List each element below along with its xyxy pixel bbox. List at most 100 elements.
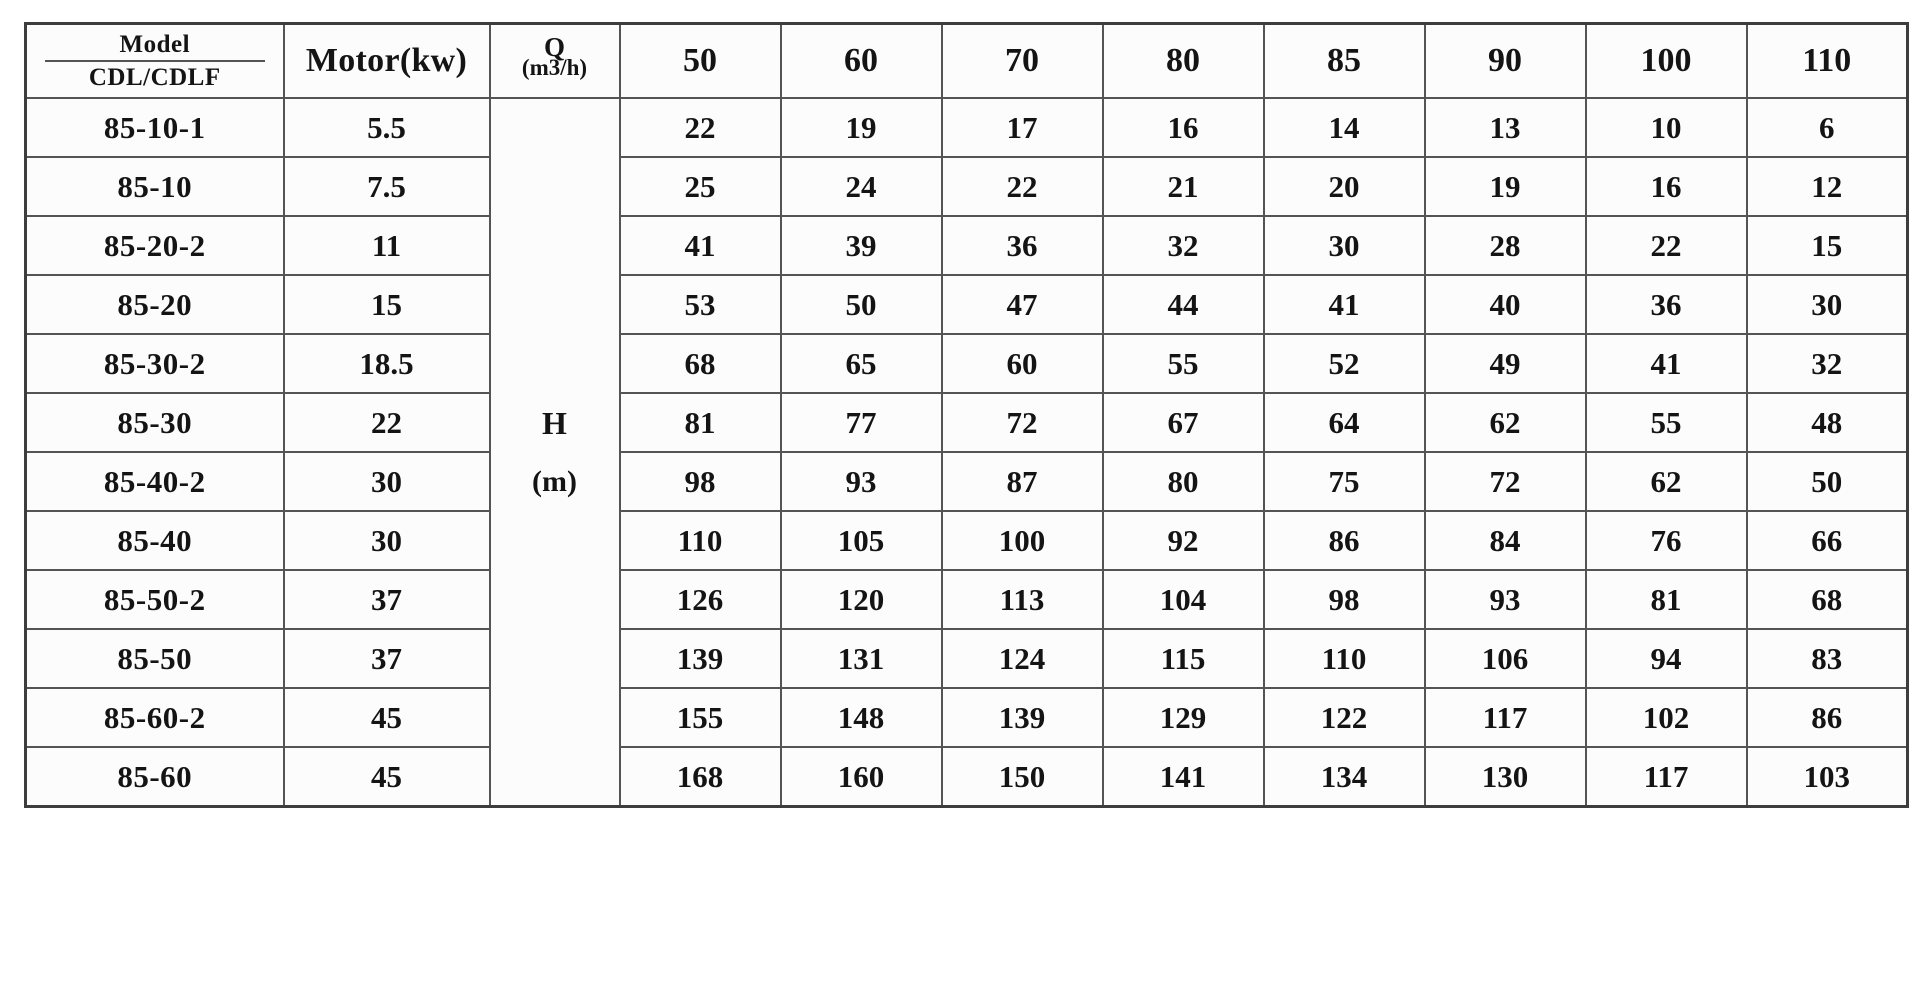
table-header-row: Model CDL/CDLF Motor(kw) Q (m3/h) 50 60 bbox=[24, 22, 1909, 99]
cell-head: 41 bbox=[618, 215, 782, 276]
cell-head: 32 bbox=[1101, 215, 1265, 276]
cell-model: 85-20-2 bbox=[24, 215, 285, 276]
cell-head: 94 bbox=[1584, 628, 1748, 689]
cell-head: 44 bbox=[1101, 274, 1265, 335]
cell-motor: 37 bbox=[282, 569, 491, 630]
cell-head: 160 bbox=[779, 746, 943, 808]
cell-head: 86 bbox=[1745, 687, 1909, 748]
cell-model: 85-40-2 bbox=[24, 451, 285, 512]
cell-motor: 45 bbox=[282, 687, 491, 748]
cell-model: 85-30-2 bbox=[24, 333, 285, 394]
cell-head: 67 bbox=[1101, 392, 1265, 453]
cell-head: 106 bbox=[1423, 628, 1587, 689]
header-flow-60: 60 bbox=[779, 22, 943, 99]
cell-head: 130 bbox=[1423, 746, 1587, 808]
table-row: 85-60 45 168 160 150 141 134 130 117 103 bbox=[24, 746, 1909, 808]
cell-head: 64 bbox=[1262, 392, 1426, 453]
cell-head: 141 bbox=[1101, 746, 1265, 808]
cell-head: 104 bbox=[1101, 569, 1265, 630]
cell-head: 76 bbox=[1584, 510, 1748, 571]
cell-head: 66 bbox=[1745, 510, 1909, 571]
cell-head: 22 bbox=[940, 156, 1104, 217]
header-motor: Motor(kw) bbox=[282, 22, 491, 99]
cell-head: 50 bbox=[1745, 451, 1909, 512]
cell-head: 117 bbox=[1423, 687, 1587, 748]
cell-head: 122 bbox=[1262, 687, 1426, 748]
cell-head: 19 bbox=[779, 97, 943, 158]
cell-head: 10 bbox=[1584, 97, 1748, 158]
pump-performance-table: Model CDL/CDLF Motor(kw) Q (m3/h) 50 60 bbox=[24, 22, 1909, 808]
cell-motor: 18.5 bbox=[282, 333, 491, 394]
cell-model: 85-50-2 bbox=[24, 569, 285, 630]
cell-head: 22 bbox=[1584, 215, 1748, 276]
header-flow-70: 70 bbox=[940, 22, 1104, 99]
cell-head: 131 bbox=[779, 628, 943, 689]
cell-head: 80 bbox=[1101, 451, 1265, 512]
cell-model: 85-60-2 bbox=[24, 687, 285, 748]
cell-head: 84 bbox=[1423, 510, 1587, 571]
cell-head: 12 bbox=[1745, 156, 1909, 217]
table-row: 85-50-2 37 126 120 113 104 98 93 81 68 bbox=[24, 569, 1909, 630]
cell-head: 113 bbox=[940, 569, 1104, 630]
cell-head: 14 bbox=[1262, 97, 1426, 158]
table-body: Model CDL/CDLF Motor(kw) Q (m3/h) 50 60 bbox=[24, 22, 1909, 808]
cell-head: 115 bbox=[1101, 628, 1265, 689]
header-model-divider bbox=[44, 60, 265, 62]
cell-head: 83 bbox=[1745, 628, 1909, 689]
cell-head: 36 bbox=[1584, 274, 1748, 335]
cell-head: 20 bbox=[1262, 156, 1426, 217]
cell-head: 168 bbox=[618, 746, 782, 808]
header-flow-rate: Q (m3/h) bbox=[488, 22, 621, 99]
cell-head: 93 bbox=[1423, 569, 1587, 630]
header-model-bottom: CDL/CDLF bbox=[88, 64, 221, 91]
cell-head: 120 bbox=[779, 569, 943, 630]
cell-motor: 30 bbox=[282, 451, 491, 512]
cell-head: 98 bbox=[1262, 569, 1426, 630]
cell-head: 24 bbox=[779, 156, 943, 217]
header-q-unit: (m3/h) bbox=[521, 55, 588, 80]
table-row: 85-60-2 45 155 148 139 129 122 117 102 8… bbox=[24, 687, 1909, 748]
table-row: 85-20 15 53 50 47 44 41 40 36 30 bbox=[24, 274, 1909, 335]
cell-motor: 30 bbox=[282, 510, 491, 571]
header-h-symbol: H bbox=[542, 405, 567, 441]
cell-head: 47 bbox=[940, 274, 1104, 335]
cell-head: 93 bbox=[779, 451, 943, 512]
cell-head: 25 bbox=[618, 156, 782, 217]
cell-head: 6 bbox=[1745, 97, 1909, 158]
cell-head: 92 bbox=[1101, 510, 1265, 571]
cell-motor: 7.5 bbox=[282, 156, 491, 217]
cell-head: 32 bbox=[1745, 333, 1909, 394]
table-row: 85-30 22 81 77 72 67 64 62 55 48 bbox=[24, 392, 1909, 453]
cell-head: 28 bbox=[1423, 215, 1587, 276]
cell-model: 85-50 bbox=[24, 628, 285, 689]
pump-performance-table-container: Model CDL/CDLF Motor(kw) Q (m3/h) 50 60 bbox=[24, 22, 1909, 808]
cell-head: 52 bbox=[1262, 333, 1426, 394]
cell-head: 48 bbox=[1745, 392, 1909, 453]
cell-head: 17 bbox=[940, 97, 1104, 158]
cell-head: 75 bbox=[1262, 451, 1426, 512]
cell-head: 87 bbox=[940, 451, 1104, 512]
cell-head: 22 bbox=[618, 97, 782, 158]
cell-head: 13 bbox=[1423, 97, 1587, 158]
cell-head: 50 bbox=[779, 274, 943, 335]
cell-head: 55 bbox=[1584, 392, 1748, 453]
table-row: 85-40-2 30 98 93 87 80 75 72 62 50 bbox=[24, 451, 1909, 512]
cell-head: 139 bbox=[940, 687, 1104, 748]
cell-model: 85-20 bbox=[24, 274, 285, 335]
cell-head: 30 bbox=[1262, 215, 1426, 276]
table-row: 85-50 37 139 131 124 115 110 106 94 83 bbox=[24, 628, 1909, 689]
cell-head: 105 bbox=[779, 510, 943, 571]
cell-head: 16 bbox=[1584, 156, 1748, 217]
cell-head: 16 bbox=[1101, 97, 1265, 158]
cell-motor: 15 bbox=[282, 274, 491, 335]
cell-head: 72 bbox=[1423, 451, 1587, 512]
cell-head: 60 bbox=[940, 333, 1104, 394]
cell-head: 72 bbox=[940, 392, 1104, 453]
header-model-top: Model bbox=[119, 31, 191, 58]
cell-model: 85-40 bbox=[24, 510, 285, 571]
cell-head: 68 bbox=[1745, 569, 1909, 630]
cell-motor: 11 bbox=[282, 215, 491, 276]
cell-head: 68 bbox=[618, 333, 782, 394]
cell-model: 85-10 bbox=[24, 156, 285, 217]
